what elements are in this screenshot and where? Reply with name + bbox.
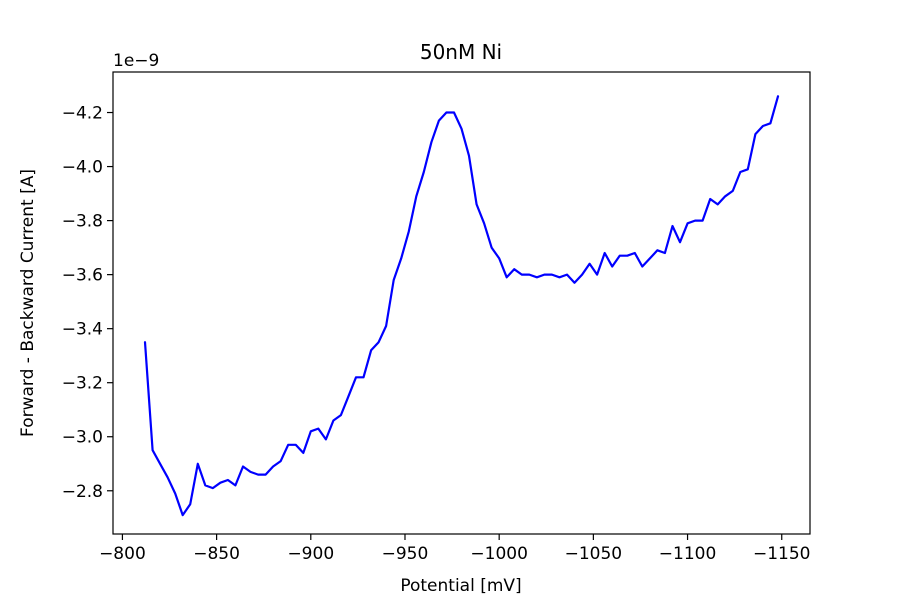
y-tick-label: −3.4: [62, 320, 103, 340]
y-tick-label: −4.0: [62, 158, 103, 178]
y-tick-label: −3.8: [62, 212, 103, 232]
x-tick-label: −850: [193, 544, 240, 564]
x-tick-label: −950: [382, 544, 429, 564]
x-tick-label: −900: [287, 544, 334, 564]
chart-title: 50nM Ni: [420, 40, 502, 64]
x-tick-label: −1050: [565, 544, 623, 564]
ticks-layer: −800 −850 −900 −950 −1000 −1050 −1100 −1150 −2.8…: [62, 104, 811, 564]
x-tick-label: −1150: [753, 544, 811, 564]
y-axis-label: Forward - Backward Current [A]: [18, 169, 38, 437]
series-line: [143, 95, 780, 517]
y-offset-text: 1e−9: [113, 51, 159, 71]
x-tick-label: −1100: [659, 544, 717, 564]
x-axis-label: Potential [mV]: [400, 576, 521, 596]
y-tick-label: −4.2: [62, 104, 103, 124]
plot-frame: [112, 71, 811, 535]
y-tick-label: −2.8: [62, 482, 103, 502]
y-tick-label: −3.6: [62, 266, 103, 286]
y-tick-label: −3.0: [62, 428, 103, 448]
x-tick-label: −800: [99, 544, 146, 564]
y-tick-label: −3.2: [62, 374, 103, 394]
x-tick-label: −1000: [470, 544, 528, 564]
